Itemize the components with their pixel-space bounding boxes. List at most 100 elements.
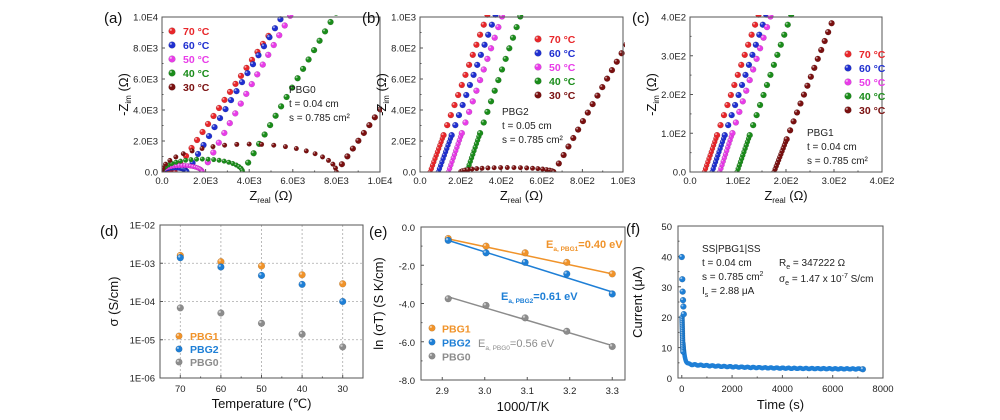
data-point-highlight bbox=[845, 51, 848, 55]
data-point bbox=[215, 104, 223, 112]
data-point bbox=[250, 150, 257, 157]
data-point-highlight bbox=[754, 112, 757, 116]
data-point bbox=[498, 164, 504, 171]
data-point-highlight bbox=[211, 144, 213, 147]
data-point-highlight bbox=[218, 264, 221, 267]
legend-marker bbox=[844, 50, 852, 58]
y-axis-label: ln (σT) (S K/cm) bbox=[371, 257, 386, 350]
data-point-highlight bbox=[725, 102, 728, 106]
data-point-highlight bbox=[432, 160, 434, 162]
data-point-highlight bbox=[556, 161, 559, 164]
data-point bbox=[759, 2, 765, 8]
x-tick-label: 2.9 bbox=[436, 386, 449, 397]
data-point-highlight bbox=[239, 166, 242, 169]
data-point-highlight bbox=[439, 140, 442, 142]
data-point bbox=[717, 121, 724, 129]
legend-label: 40 °C bbox=[859, 91, 886, 103]
data-point-highlight bbox=[713, 160, 716, 162]
data-point bbox=[260, 43, 268, 50]
data-point-highlight bbox=[200, 129, 203, 132]
data-point-highlight bbox=[176, 359, 179, 362]
axis-label-part: Z bbox=[764, 188, 772, 203]
data-point bbox=[459, 101, 466, 109]
data-point-highlight bbox=[720, 163, 723, 165]
data-point-highlight bbox=[259, 320, 262, 324]
data-point bbox=[777, 41, 785, 48]
data-point bbox=[474, 166, 480, 172]
data-point-highlight bbox=[742, 150, 744, 152]
annotation-line: t = 0.04 cm bbox=[702, 258, 752, 269]
data-point-highlight bbox=[470, 99, 473, 102]
resistance-label: Re = 347222 Ω bbox=[779, 258, 846, 271]
data-point-highlight bbox=[211, 113, 214, 116]
data-point-highlight bbox=[228, 98, 232, 101]
data-point-highlight bbox=[784, 137, 787, 140]
data-point-highlight bbox=[536, 166, 538, 169]
data-point-highlight bbox=[200, 157, 203, 160]
axis-label-part: -Z bbox=[116, 104, 131, 116]
fit-line bbox=[447, 296, 613, 347]
data-point bbox=[211, 157, 217, 163]
panel-label: (e) bbox=[369, 224, 387, 241]
data-point bbox=[305, 56, 312, 63]
y-tick-label: 6.0E3 bbox=[133, 75, 158, 86]
data-point bbox=[473, 87, 480, 94]
data-point-highlight bbox=[234, 89, 237, 92]
data-point-highlight bbox=[438, 163, 441, 166]
data-point-highlight bbox=[471, 72, 474, 75]
data-point bbox=[244, 69, 251, 77]
data-point-highlight bbox=[489, 22, 492, 25]
data-point bbox=[257, 319, 266, 327]
data-point-highlight bbox=[345, 154, 348, 157]
data-point bbox=[727, 91, 735, 99]
legend-label: PBG0 bbox=[190, 357, 219, 369]
data-point bbox=[177, 158, 184, 164]
data-point-highlight bbox=[169, 56, 172, 60]
data-point-highlight bbox=[564, 271, 567, 274]
data-point bbox=[466, 81, 474, 89]
data-point-highlight bbox=[361, 130, 364, 133]
data-point-highlight bbox=[510, 35, 513, 38]
data-point bbox=[216, 157, 222, 163]
data-point bbox=[173, 154, 179, 160]
data-point-highlight bbox=[475, 62, 478, 65]
data-point-highlight bbox=[266, 52, 269, 55]
series-60C bbox=[435, 15, 499, 172]
data-point bbox=[293, 145, 299, 152]
plot-frame bbox=[420, 226, 626, 381]
data-point-highlight bbox=[707, 156, 710, 159]
data-point bbox=[503, 3, 509, 9]
data-point-highlight bbox=[452, 152, 455, 155]
data-point-highlight bbox=[747, 133, 750, 136]
data-point-highlight bbox=[218, 259, 221, 262]
data-point-highlight bbox=[300, 66, 304, 69]
data-point-highlight bbox=[186, 164, 188, 166]
data-point-highlight bbox=[750, 52, 753, 55]
data-point-highlight bbox=[299, 331, 303, 335]
data-point-highlight bbox=[723, 152, 726, 155]
data-point-highlight bbox=[496, 25, 499, 28]
data-point-highlight bbox=[277, 33, 280, 36]
data-point-highlight bbox=[605, 76, 608, 79]
y-tick-label: 1E-04 bbox=[130, 297, 155, 308]
axis-label-part: (Ω) bbox=[116, 73, 131, 95]
data-point-highlight bbox=[223, 107, 226, 110]
data-point bbox=[477, 51, 485, 59]
data-point-highlight bbox=[746, 62, 749, 65]
data-point-highlight bbox=[333, 166, 336, 169]
data-point-highlight bbox=[473, 145, 476, 148]
data-point bbox=[217, 309, 225, 317]
data-point-highlight bbox=[249, 82, 252, 85]
data-point bbox=[482, 242, 490, 250]
text: σ bbox=[779, 274, 786, 285]
data-point-highlight bbox=[483, 243, 487, 247]
data-point bbox=[741, 51, 748, 59]
legend-marker bbox=[168, 27, 176, 35]
legend-label: 60 °C bbox=[183, 40, 210, 52]
data-point bbox=[469, 51, 476, 59]
data-point-highlight bbox=[481, 120, 484, 123]
data-point-highlight bbox=[467, 163, 470, 165]
data-point bbox=[613, 58, 620, 65]
y-axis-label: -Zim (Ω) bbox=[116, 73, 133, 116]
data-point bbox=[182, 157, 189, 163]
